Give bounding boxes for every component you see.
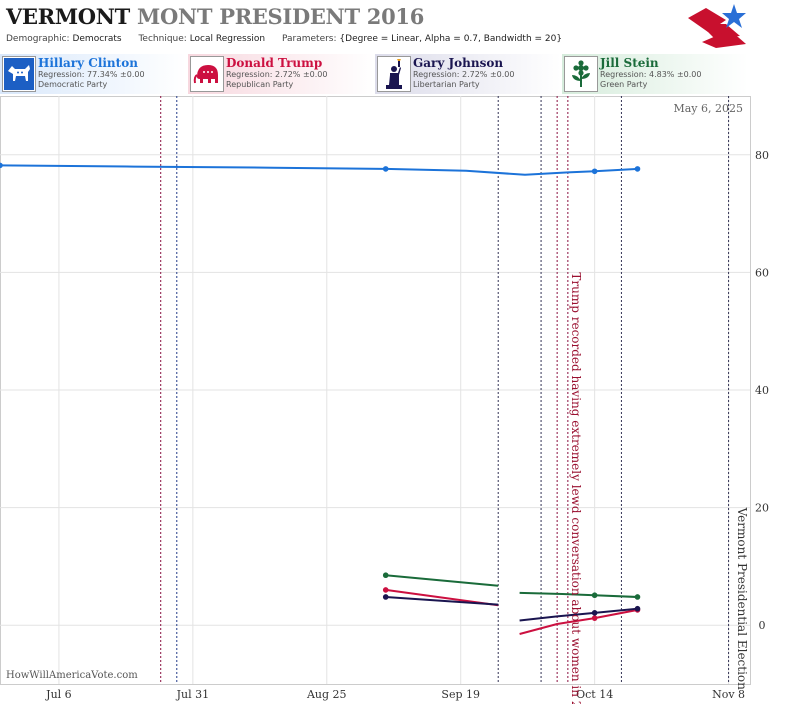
grid-lines [0,96,750,684]
y-tick-label: 20 [755,502,769,515]
candidate-regression: Regression: 4.83% ±0.00 [600,70,702,79]
x-tick-label: Sep 19 [441,688,480,701]
y-axis-labels: 0 20 40 60 80 [755,149,769,632]
series-line-hillary-clinton [0,164,638,176]
data-point-hillary-clinton [591,168,598,175]
polling-chart: 0 20 40 60 80 Jul 6 Jul 31 Aug 25 Sep 19 Oct 14 N… [0,96,789,708]
elephant-icon [190,56,224,92]
data-point-donald-trump [591,615,598,621]
x-tick-label: Jul 6 [45,688,72,701]
event-lines [160,96,730,684]
candidate-party: Republican Party [226,80,294,89]
data-point-hillary-clinton [634,166,641,172]
x-axis-labels: Jul 6 Jul 31 Aug 25 Sep 19 Oct 14 Nov 8 [45,688,745,701]
series-line-donald-trump [519,608,638,635]
liberty-statue-icon [377,56,411,92]
chart-svg: 0 20 40 60 80 Jul 6 Jul 31 Aug 25 Sep 19 Oct 14 N… [0,96,769,708]
data-point-gary-johnson [591,610,598,616]
parameters-label: Parameters: [281,34,337,44]
candidate-regression: Regression: 2.72% ±0.00 [226,70,328,79]
candidate-stein[interactable]: Jill Stein Regression: 4.83% ±0.00 Green… [562,54,748,94]
technique-label: Technique: [138,34,187,44]
candidate-clinton[interactable]: Hillary Clinton Regression: 77.34% ±0.00… [0,54,186,94]
data-point-jill-stein [591,592,598,599]
candidate-johnson[interactable]: Gary Johnson Regression: 2.72% ±0.00 Lib… [375,54,561,94]
x-tick-label: Jul 31 [176,688,210,701]
chart-parameters: Demographic: Democrats Technique: Local … [6,34,576,44]
candidate-name: Hillary Clinton [38,56,138,70]
x-tick-label: Aug 25 [306,688,347,701]
candidate-regression: Regression: 77.34% ±0.00 [38,70,145,79]
series-line-jill-stein [385,574,499,587]
data-point-hillary-clinton [0,162,3,169]
demographic-value: Democrats [72,34,122,44]
y-tick-label: 60 [755,266,769,279]
event-annotation: Vermont Presidential Election [735,507,749,691]
event-annotation: Trump recorded having extremely lewd con… [569,272,583,704]
star-flag-logo-icon[interactable] [686,2,748,50]
data-point-jill-stein [382,572,389,579]
data-point-donald-trump [382,587,389,593]
data-point-gary-johnson [382,594,389,600]
y-tick-label: 40 [755,384,769,397]
candidate-name: Gary Johnson [413,56,504,70]
series-line-gary-johnson [385,596,499,606]
parameters-value: {Degree = Linear, Alpha = 0.7, Bandwidth… [339,34,563,44]
y-tick-label: 80 [755,149,769,162]
data-point-gary-johnson [634,605,641,612]
candidate-name: Donald Trump [226,56,323,70]
demographic-label: Demographic: [6,34,70,44]
y-tick-label: 0 [759,619,766,632]
candidate-trump[interactable]: Donald Trump Regression: 2.72% ±0.00 Rep… [188,54,374,94]
series-line-jill-stein [519,591,638,598]
donkey-icon [2,56,36,92]
technique-value: Local Regression [189,34,266,44]
flower-icon [564,56,598,92]
data-point-hillary-clinton [382,166,389,172]
title-state: VERMONT [6,4,131,29]
watermark[interactable]: HowWillAmericaVote.com [6,670,138,681]
annotations: Trump recorded having extremely lewd con… [569,272,749,708]
candidate-party: Democratic Party [38,80,108,89]
date-stamp: May 6, 2025 [673,102,743,115]
candidate-legend: Hillary Clinton Regression: 77.34% ±0.00… [0,54,789,94]
page-title: VERMONT MONT PRESIDENT 2016 [6,4,424,29]
series-lines [0,164,638,635]
candidate-party: Libertarian Party [413,80,480,89]
x-tick-label: Oct 14 [576,688,613,701]
candidate-party: Green Party [600,80,648,89]
header: VERMONT MONT PRESIDENT 2016 Demographic:… [0,0,789,52]
candidate-name: Jill Stein [600,56,659,70]
data-point-jill-stein [634,594,641,600]
title-race: MONT PRESIDENT 2016 [137,4,425,29]
x-tick-label: Nov 8 [712,688,745,701]
series-points [0,162,641,621]
series-line-gary-johnson [519,607,638,622]
candidate-regression: Regression: 2.72% ±0.00 [413,70,515,79]
